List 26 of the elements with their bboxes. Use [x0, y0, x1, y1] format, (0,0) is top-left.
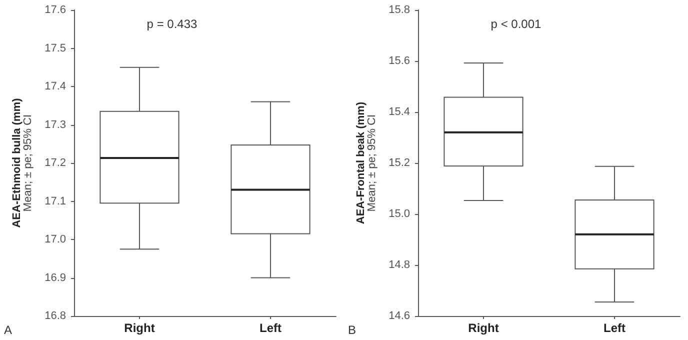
y-tick-label: 17.3	[44, 118, 66, 131]
x-tick-label: Left	[604, 321, 626, 335]
y-tick-label: 15.6	[388, 55, 410, 67]
y-tick-label: 14.8	[388, 259, 410, 271]
x-tick-label: Right	[468, 321, 499, 335]
text: A	[4, 323, 12, 337]
y-tick-label: 17.6	[44, 4, 66, 16]
y-tick-label: 17.2	[44, 157, 66, 169]
annotation: p = 0.433	[146, 17, 198, 31]
y-tick-label: 15.8	[388, 4, 410, 16]
text: B	[348, 323, 356, 337]
y-tick-label: 14.6	[388, 310, 410, 322]
y-axis-title: AEA-Ethmoid bulla (mm) Mean; ± pe; 95% CI	[11, 98, 34, 228]
y-axis-title: AEA-Frontal beak (mm) Mean; ± pe; 95% CI	[355, 102, 378, 224]
y-tick-label: 16.9	[44, 272, 66, 284]
y-tick-label: 15.0	[388, 208, 410, 220]
y-tick-label: 17.5	[44, 42, 66, 54]
y-tick-label: 15.2	[388, 157, 410, 169]
y-tick-label: 17.1	[44, 195, 66, 208]
x-tick-label: Left	[260, 321, 282, 335]
y-tick-label: 16.8	[44, 310, 66, 322]
y-tick-label: 17.4	[44, 80, 66, 92]
annotation: p < 0.001	[490, 17, 542, 31]
y-tick-label: 15.4	[388, 106, 410, 118]
y-tick-label: 17.0	[44, 234, 66, 246]
x-tick-label: Right	[124, 321, 155, 335]
